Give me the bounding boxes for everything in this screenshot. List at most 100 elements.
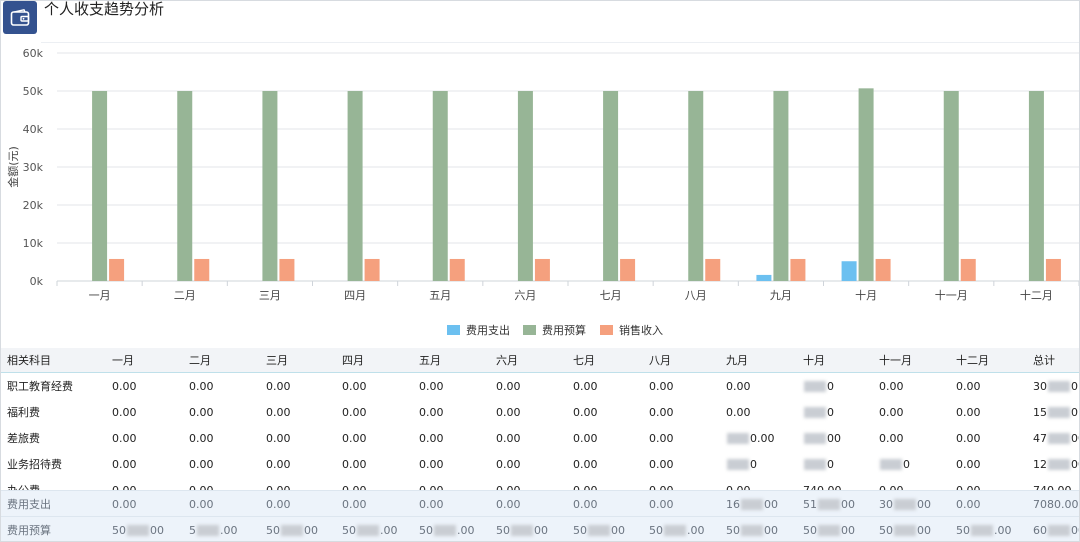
- legend-swatch: [523, 325, 536, 335]
- column-header[interactable]: 十月: [803, 354, 825, 367]
- table-row-cell: 0.00: [956, 457, 981, 471]
- y-tick-label: 50k: [23, 85, 44, 98]
- bar-budget: [262, 91, 278, 281]
- x-tick-label: 五月: [429, 289, 451, 302]
- table-row[interactable]: 职工教育经费 0.00 0.00 0.00 0.00 0.00 0.00 0.00 0.00 0.…: [1, 373, 1079, 399]
- table-row-cell: 0.00: [112, 405, 137, 419]
- redacted-value: [804, 406, 826, 418]
- column-header[interactable]: 三月: [266, 354, 288, 367]
- summary-row-label: 费用支出: [7, 498, 51, 511]
- column-header[interactable]: 相关科目: [7, 354, 51, 367]
- table-header-row: 相关科目 一月 二月 三月 四月 五月 六月 七月 八月 九月 十月 十一月 十二月 总计: [1, 348, 1079, 373]
- column-header[interactable]: 二月: [189, 354, 211, 367]
- table-row-cell: 0.00: [649, 483, 674, 491]
- bar-revenue: [279, 258, 295, 281]
- column-header[interactable]: 十二月: [956, 354, 989, 367]
- redacted-value: [664, 524, 686, 536]
- table-row-cell: 0: [879, 451, 910, 477]
- x-tick-label: 一月: [89, 289, 111, 302]
- bar-revenue: [790, 258, 806, 281]
- y-tick-label: 20k: [23, 199, 44, 212]
- legend-label: 费用支出: [466, 324, 510, 337]
- summary-row-cell: 50.00: [419, 523, 475, 537]
- legend-item[interactable]: 费用预算: [523, 322, 586, 338]
- y-axis-label: 金额(元): [6, 146, 20, 188]
- bar-budget: [858, 88, 874, 281]
- summary-row-label: 费用预算: [7, 524, 51, 537]
- summary-row-cell: 50 00: [266, 523, 318, 537]
- bar-revenue: [620, 258, 636, 281]
- column-header[interactable]: 九月: [726, 354, 748, 367]
- redacted-value: [434, 524, 456, 536]
- table-row-label: 业务招待费: [7, 458, 62, 471]
- redacted-value: [804, 432, 826, 444]
- table-row[interactable]: 差旅费 0.00 0.00 0.00 0.00 0.00 0.00 0.00 0.00 0.00 0…: [1, 425, 1079, 451]
- table-body: 职工教育经费 0.00 0.00 0.00 0.00 0.00 0.00 0.00 0.00 0.…: [1, 373, 1079, 491]
- x-tick-label: 四月: [344, 289, 366, 302]
- column-header[interactable]: 五月: [419, 354, 441, 367]
- bar-revenue: [364, 258, 380, 281]
- summary-row-cell: 0.00: [573, 497, 598, 511]
- table-row-cell: 0.00: [189, 483, 214, 491]
- table-row-cell: 0.00: [342, 379, 367, 393]
- bar-revenue: [534, 258, 550, 281]
- table-row-cell: 0.00: [189, 405, 214, 419]
- summary-row-cell: 50 00: [879, 523, 931, 537]
- table-row-cell: 0.00: [419, 405, 444, 419]
- column-header[interactable]: 七月: [573, 354, 595, 367]
- redacted-value: [741, 524, 763, 536]
- table-row-cell: 0.00: [879, 431, 904, 445]
- x-tick-label: 八月: [685, 289, 707, 302]
- column-header[interactable]: 总计: [1033, 354, 1055, 367]
- redacted-value: [894, 524, 916, 536]
- header-divider: [41, 42, 1079, 43]
- x-tick-label: 九月: [770, 289, 792, 302]
- bar-budget: [517, 91, 533, 281]
- bar-budget: [432, 91, 448, 281]
- table-row[interactable]: 业务招待费 0.00 0.00 0.00 0.00 0.00 0.00 0.00 0.00 0 0 0…: [1, 451, 1079, 477]
- table-row-cell: 0.00: [189, 379, 214, 393]
- table-row-cell: 0.00: [189, 457, 214, 471]
- summary-row-cell: 50 00: [573, 523, 625, 537]
- column-header[interactable]: 六月: [496, 354, 518, 367]
- table-row-cell: 0: [803, 451, 834, 477]
- table-row-cell: 0.00: [496, 483, 521, 491]
- table-row[interactable]: 福利费 0.00 0.00 0.00 0.00 0.00 0.00 0.00 0.00 0.00 0…: [1, 399, 1079, 425]
- summary-row-cell: 50 00: [112, 523, 164, 537]
- redacted-value: [818, 524, 840, 536]
- column-header[interactable]: 十一月: [879, 354, 912, 367]
- legend-item[interactable]: 销售收入: [600, 322, 663, 338]
- bar-revenue: [109, 258, 125, 281]
- redacted-value: [1048, 406, 1070, 418]
- page-header: 个人收支趋势分析: [1, 1, 1079, 43]
- table-row-cell: 0.00: [266, 405, 291, 419]
- summary-row-cell: 50 00: [496, 523, 548, 537]
- column-header[interactable]: 一月: [112, 354, 134, 367]
- y-tick-label: 0k: [30, 275, 44, 288]
- table-row-cell: 0.00: [496, 431, 521, 445]
- summary-row-cell: 0.00: [266, 497, 291, 511]
- table-row-cell: 00: [803, 425, 841, 451]
- table-row-cell: 0.00: [573, 431, 598, 445]
- redacted-value: [588, 524, 610, 536]
- column-header[interactable]: 八月: [649, 354, 671, 367]
- table-row-cell: 0.00: [342, 405, 367, 419]
- column-header[interactable]: 四月: [342, 354, 364, 367]
- summary-row-cell: 50.00: [956, 523, 1012, 537]
- bar-budget: [773, 91, 789, 281]
- x-tick-label: 三月: [259, 289, 281, 302]
- summary-row-cell: 50 00: [726, 523, 778, 537]
- table-row-cell: 0.00: [419, 483, 444, 491]
- legend-item[interactable]: 费用支出: [447, 322, 510, 338]
- table-row-label: 福利费: [7, 406, 40, 419]
- table-row-cell: 0.00: [266, 483, 291, 491]
- table-row-cell: 4700: [1033, 431, 1079, 445]
- table-row-cell: 740.00: [803, 483, 842, 491]
- bar-budget: [688, 91, 704, 281]
- bar-revenue: [960, 258, 976, 281]
- table-row-cell: 30 0: [1033, 379, 1078, 393]
- table-row-cell: 0.00: [726, 483, 751, 491]
- table-row[interactable]: 办公费 0.00 0.00 0.00 0.00 0.00 0.00 0.00 0.00 0.00 7…: [1, 477, 1079, 491]
- table-row-cell: 0.00: [573, 457, 598, 471]
